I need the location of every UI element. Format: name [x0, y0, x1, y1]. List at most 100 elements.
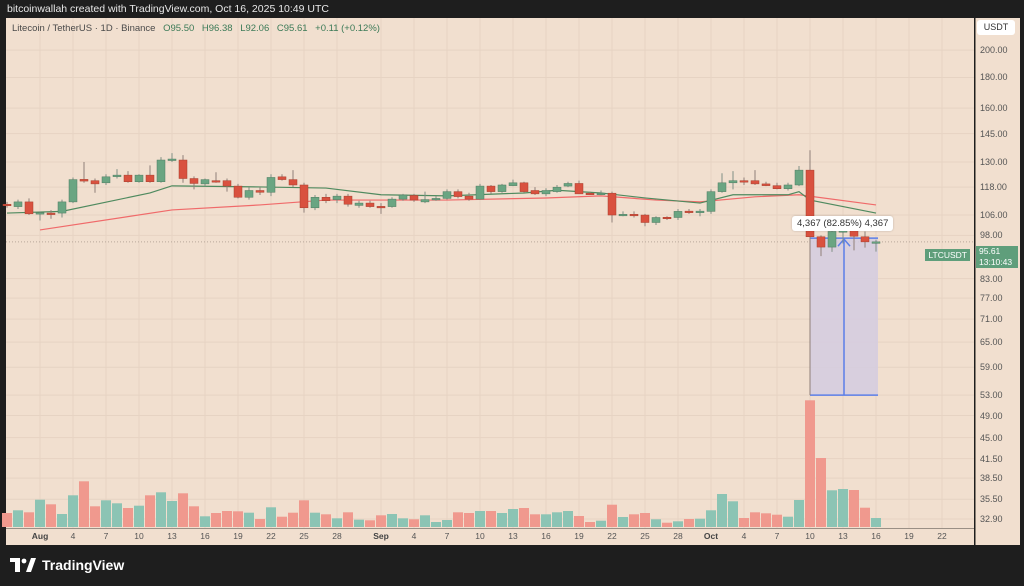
candle-body: [629, 214, 639, 217]
candle-body: [508, 182, 518, 186]
time-label: 19: [904, 531, 914, 541]
volume-bar: [2, 513, 12, 527]
volume-bar: [695, 518, 705, 527]
candle-body: [332, 195, 342, 200]
candle-body: [123, 174, 133, 182]
candle-body: [453, 191, 463, 197]
candle-body: [24, 201, 34, 215]
candle-body: [420, 199, 430, 203]
volume-bar: [123, 508, 133, 527]
candle-body: [222, 180, 232, 187]
tradingview-logo[interactable]: TradingView: [10, 557, 124, 573]
volume-bar: [409, 519, 419, 527]
candle-body: [695, 210, 705, 213]
volume-bar: [563, 511, 573, 527]
volume-bar: [189, 506, 199, 527]
volume-bar: [200, 516, 210, 527]
time-label: 19: [574, 531, 584, 541]
candle-body: [519, 182, 529, 192]
time-label: 16: [200, 531, 210, 541]
time-label: 10: [805, 531, 815, 541]
candle-body: [585, 192, 595, 195]
candle-body: [563, 183, 573, 187]
volume-bar: [46, 504, 56, 527]
volume-bar: [508, 509, 518, 527]
candle-body: [486, 185, 496, 192]
candle-body: [574, 183, 584, 195]
time-label: 4: [741, 531, 747, 541]
measurement-box: [810, 237, 878, 396]
volume-bar: [849, 490, 859, 527]
volume-bar: [574, 516, 584, 527]
volume-bar: [728, 501, 738, 527]
candle-body: [255, 190, 265, 193]
candles: [2, 150, 881, 396]
volume-bar: [497, 513, 507, 527]
tradingview-logo-icon: [10, 558, 36, 572]
candle-body: [607, 192, 617, 216]
volume-bar: [79, 481, 89, 527]
price-tick: 118.00: [980, 182, 1007, 193]
candle-body: [662, 217, 672, 220]
ma-slow-line: [39, 194, 877, 231]
candle-body: [805, 169, 815, 238]
price-tick: 130.00: [980, 157, 1008, 167]
price-axis[interactable]: [975, 18, 1020, 545]
volume-bar: [178, 493, 188, 527]
volume-bar: [57, 514, 67, 527]
candle-body: [409, 195, 419, 201]
volume-bar: [156, 492, 166, 527]
time-label: 25: [299, 531, 309, 541]
candle-body: [288, 179, 298, 186]
candle-body: [541, 190, 551, 195]
volume-bar: [596, 520, 606, 527]
price-tick: 59.00: [980, 362, 1003, 373]
volume-bar: [871, 518, 881, 527]
candle-body: [464, 195, 474, 200]
candle-body: [376, 206, 386, 209]
candle-body: [530, 190, 540, 195]
volume-bar: [387, 514, 397, 527]
candle-body: [167, 158, 177, 161]
symbol-name[interactable]: Litecoin / TetherUS · 1D · Binance: [12, 23, 156, 34]
price-tick: 106.00: [980, 210, 1008, 221]
volume-bar: [684, 519, 694, 527]
brand-name: TradingView: [42, 557, 125, 573]
volume-bar: [783, 516, 793, 527]
volume-bar: [442, 520, 452, 527]
candle-body: [673, 211, 683, 218]
volume-bar: [453, 512, 463, 527]
time-label: 7: [444, 531, 450, 541]
time-label: 28: [332, 531, 342, 541]
time-label: 13: [838, 531, 848, 541]
volume-bar: [816, 458, 826, 527]
volume-bar: [321, 514, 331, 527]
volume-bar: [618, 517, 628, 527]
time-label: 4: [70, 531, 76, 541]
volume-bar: [365, 520, 375, 527]
currency-button[interactable]: USDT: [977, 20, 1015, 35]
legend-high: H96.38: [201, 23, 233, 34]
candle-body: [2, 203, 12, 206]
price-tick: 65.00: [980, 337, 1003, 348]
candle-body: [475, 185, 485, 200]
volume-bar: [519, 508, 529, 527]
price-tick: 145.00: [980, 128, 1008, 139]
candle-body: [552, 186, 562, 192]
time-label: 7: [774, 531, 780, 541]
time-label: 4: [411, 531, 417, 541]
volume-bar: [860, 507, 870, 527]
volume-bar: [343, 512, 353, 527]
candle-body: [13, 201, 23, 207]
candle-body: [772, 185, 782, 189]
candle-body: [618, 214, 628, 217]
candle-body: [156, 159, 166, 182]
legend-low: L92.06: [240, 23, 270, 34]
legend-close: C95.61: [276, 23, 308, 34]
volume-bar: [35, 499, 45, 527]
candle-body: [299, 184, 309, 209]
candle-body: [640, 214, 650, 223]
price-tick: 98.00: [980, 230, 1003, 241]
measurement-label: 4,367 (82.85%) 4,367: [792, 216, 894, 231]
